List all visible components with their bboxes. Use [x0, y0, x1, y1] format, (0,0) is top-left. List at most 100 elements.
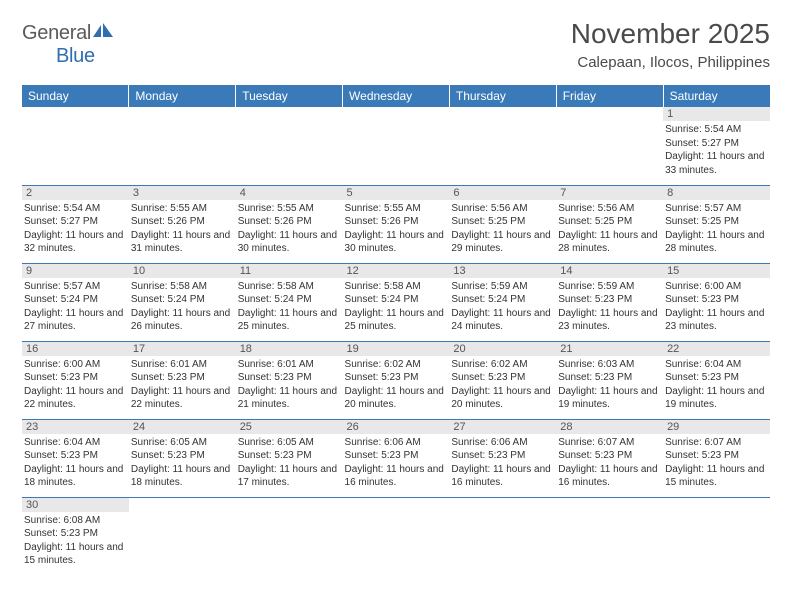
- day-number: 17: [129, 342, 236, 356]
- day-number: 19: [343, 342, 450, 356]
- calendar-cell: 24Sunrise: 6:05 AMSunset: 5:23 PMDayligh…: [129, 419, 236, 497]
- day-header: Sunday: [22, 85, 129, 107]
- day-number: 1: [663, 107, 770, 121]
- calendar-row: 16Sunrise: 6:00 AMSunset: 5:23 PMDayligh…: [22, 341, 770, 419]
- day-header: Saturday: [663, 85, 770, 107]
- day-number: 30: [22, 498, 129, 512]
- calendar-cell: [449, 107, 556, 185]
- day-header: Monday: [129, 85, 236, 107]
- day-number: 23: [22, 420, 129, 434]
- day-number: 14: [556, 264, 663, 278]
- calendar-cell: 25Sunrise: 6:05 AMSunset: 5:23 PMDayligh…: [236, 419, 343, 497]
- calendar-row: 2Sunrise: 5:54 AMSunset: 5:27 PMDaylight…: [22, 185, 770, 263]
- day-number: 21: [556, 342, 663, 356]
- calendar-cell: 17Sunrise: 6:01 AMSunset: 5:23 PMDayligh…: [129, 341, 236, 419]
- day-number: 27: [449, 420, 556, 434]
- day-number: 5: [343, 186, 450, 200]
- day-details: Sunrise: 6:05 AMSunset: 5:23 PMDaylight:…: [236, 434, 343, 490]
- day-details: Sunrise: 6:03 AMSunset: 5:23 PMDaylight:…: [556, 356, 663, 412]
- day-details: Sunrise: 5:58 AMSunset: 5:24 PMDaylight:…: [236, 278, 343, 334]
- day-details: Sunrise: 6:00 AMSunset: 5:23 PMDaylight:…: [22, 356, 129, 412]
- day-details: Sunrise: 6:01 AMSunset: 5:23 PMDaylight:…: [129, 356, 236, 412]
- calendar-cell: 26Sunrise: 6:06 AMSunset: 5:23 PMDayligh…: [343, 419, 450, 497]
- day-details: Sunrise: 6:02 AMSunset: 5:23 PMDaylight:…: [343, 356, 450, 412]
- calendar-body: 1Sunrise: 5:54 AMSunset: 5:27 PMDaylight…: [22, 107, 770, 575]
- logo-text: General Blue: [22, 22, 114, 68]
- day-header: Thursday: [449, 85, 556, 107]
- day-number: 6: [449, 186, 556, 200]
- day-number: 24: [129, 420, 236, 434]
- day-number: 29: [663, 420, 770, 434]
- day-number: 25: [236, 420, 343, 434]
- calendar-row: 30Sunrise: 6:08 AMSunset: 5:23 PMDayligh…: [22, 497, 770, 575]
- calendar-cell: [129, 107, 236, 185]
- sail-icon: [92, 22, 114, 45]
- day-number: 16: [22, 342, 129, 356]
- day-number: 20: [449, 342, 556, 356]
- day-details: Sunrise: 6:07 AMSunset: 5:23 PMDaylight:…: [663, 434, 770, 490]
- logo: General Blue: [22, 18, 114, 68]
- calendar-cell: 21Sunrise: 6:03 AMSunset: 5:23 PMDayligh…: [556, 341, 663, 419]
- day-number: 7: [556, 186, 663, 200]
- day-details: Sunrise: 6:04 AMSunset: 5:23 PMDaylight:…: [663, 356, 770, 412]
- calendar-cell: [556, 107, 663, 185]
- day-details: Sunrise: 5:58 AMSunset: 5:24 PMDaylight:…: [129, 278, 236, 334]
- day-details: Sunrise: 6:01 AMSunset: 5:23 PMDaylight:…: [236, 356, 343, 412]
- calendar-table: SundayMondayTuesdayWednesdayThursdayFrid…: [22, 85, 770, 575]
- logo-word1: General: [22, 22, 91, 44]
- day-number: 8: [663, 186, 770, 200]
- calendar-cell: 3Sunrise: 5:55 AMSunset: 5:26 PMDaylight…: [129, 185, 236, 263]
- day-number: 28: [556, 420, 663, 434]
- calendar-cell: 14Sunrise: 5:59 AMSunset: 5:23 PMDayligh…: [556, 263, 663, 341]
- calendar-cell: 9Sunrise: 5:57 AMSunset: 5:24 PMDaylight…: [22, 263, 129, 341]
- calendar-cell: 16Sunrise: 6:00 AMSunset: 5:23 PMDayligh…: [22, 341, 129, 419]
- calendar-cell: [129, 497, 236, 575]
- calendar-cell: 20Sunrise: 6:02 AMSunset: 5:23 PMDayligh…: [449, 341, 556, 419]
- day-details: Sunrise: 6:02 AMSunset: 5:23 PMDaylight:…: [449, 356, 556, 412]
- calendar-cell: 27Sunrise: 6:06 AMSunset: 5:23 PMDayligh…: [449, 419, 556, 497]
- calendar-cell: 4Sunrise: 5:55 AMSunset: 5:26 PMDaylight…: [236, 185, 343, 263]
- day-header: Wednesday: [343, 85, 450, 107]
- title-block: November 2025 Calepaan, Ilocos, Philippi…: [571, 18, 770, 71]
- day-details: Sunrise: 5:55 AMSunset: 5:26 PMDaylight:…: [129, 200, 236, 256]
- calendar-cell: 2Sunrise: 5:54 AMSunset: 5:27 PMDaylight…: [22, 185, 129, 263]
- day-number: 4: [236, 186, 343, 200]
- calendar-row: 9Sunrise: 5:57 AMSunset: 5:24 PMDaylight…: [22, 263, 770, 341]
- day-number: 2: [22, 186, 129, 200]
- calendar-row: 23Sunrise: 6:04 AMSunset: 5:23 PMDayligh…: [22, 419, 770, 497]
- calendar-cell: 23Sunrise: 6:04 AMSunset: 5:23 PMDayligh…: [22, 419, 129, 497]
- day-number: 18: [236, 342, 343, 356]
- day-details: Sunrise: 6:00 AMSunset: 5:23 PMDaylight:…: [663, 278, 770, 334]
- day-details: Sunrise: 6:06 AMSunset: 5:23 PMDaylight:…: [343, 434, 450, 490]
- day-number: 15: [663, 264, 770, 278]
- location-text: Calepaan, Ilocos, Philippines: [571, 54, 770, 71]
- calendar-head: SundayMondayTuesdayWednesdayThursdayFrid…: [22, 85, 770, 107]
- calendar-cell: [343, 107, 450, 185]
- calendar-cell: 15Sunrise: 6:00 AMSunset: 5:23 PMDayligh…: [663, 263, 770, 341]
- day-details: Sunrise: 5:55 AMSunset: 5:26 PMDaylight:…: [343, 200, 450, 256]
- day-details: Sunrise: 5:54 AMSunset: 5:27 PMDaylight:…: [22, 200, 129, 256]
- page-title: November 2025: [571, 18, 770, 50]
- header: General Blue November 2025 Calepaan, Ilo…: [22, 18, 770, 71]
- day-number: 11: [236, 264, 343, 278]
- day-number: 10: [129, 264, 236, 278]
- calendar-cell: 18Sunrise: 6:01 AMSunset: 5:23 PMDayligh…: [236, 341, 343, 419]
- calendar-cell: 29Sunrise: 6:07 AMSunset: 5:23 PMDayligh…: [663, 419, 770, 497]
- day-details: Sunrise: 6:04 AMSunset: 5:23 PMDaylight:…: [22, 434, 129, 490]
- day-details: Sunrise: 5:55 AMSunset: 5:26 PMDaylight:…: [236, 200, 343, 256]
- calendar-cell: [236, 107, 343, 185]
- day-number: 9: [22, 264, 129, 278]
- day-details: Sunrise: 5:56 AMSunset: 5:25 PMDaylight:…: [449, 200, 556, 256]
- day-details: Sunrise: 6:08 AMSunset: 5:23 PMDaylight:…: [22, 512, 129, 568]
- calendar-cell: 28Sunrise: 6:07 AMSunset: 5:23 PMDayligh…: [556, 419, 663, 497]
- day-number: 22: [663, 342, 770, 356]
- day-details: Sunrise: 5:59 AMSunset: 5:23 PMDaylight:…: [556, 278, 663, 334]
- day-details: Sunrise: 6:05 AMSunset: 5:23 PMDaylight:…: [129, 434, 236, 490]
- day-number: 13: [449, 264, 556, 278]
- day-details: Sunrise: 5:59 AMSunset: 5:24 PMDaylight:…: [449, 278, 556, 334]
- calendar-cell: 8Sunrise: 5:57 AMSunset: 5:25 PMDaylight…: [663, 185, 770, 263]
- calendar-row: 1Sunrise: 5:54 AMSunset: 5:27 PMDaylight…: [22, 107, 770, 185]
- day-details: Sunrise: 5:54 AMSunset: 5:27 PMDaylight:…: [663, 121, 770, 177]
- calendar-cell: 11Sunrise: 5:58 AMSunset: 5:24 PMDayligh…: [236, 263, 343, 341]
- calendar-cell: [556, 497, 663, 575]
